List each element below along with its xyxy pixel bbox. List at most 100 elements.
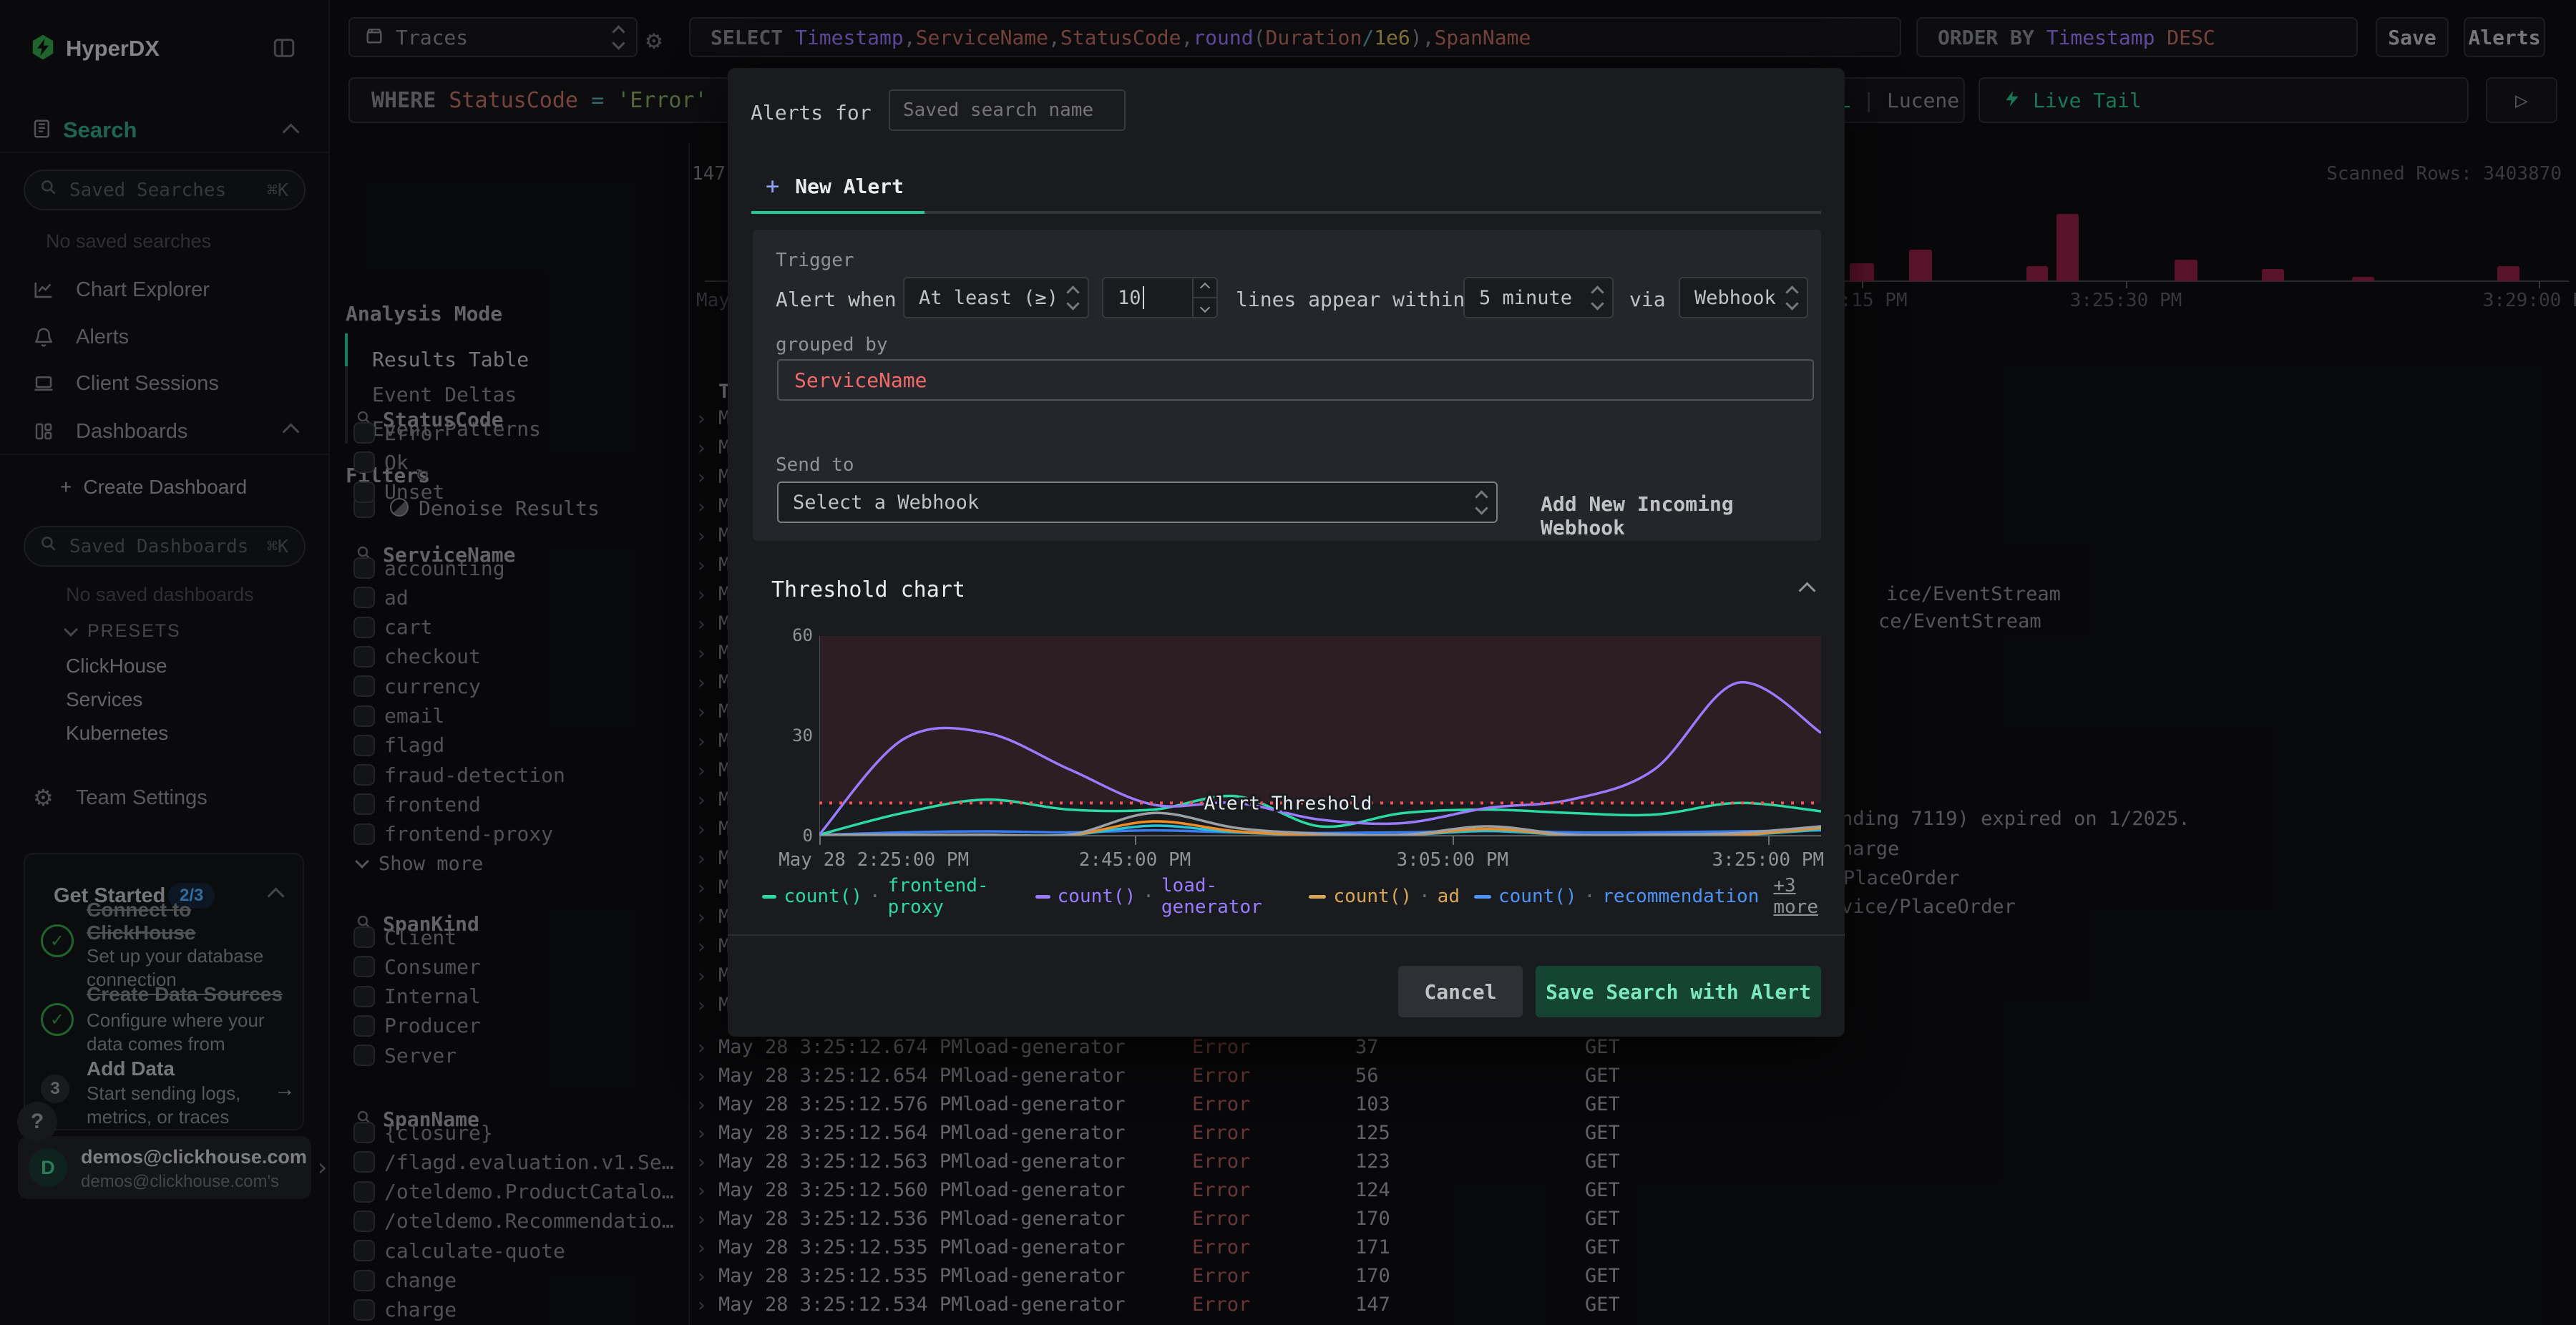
row-expand-chevron[interactable]: › bbox=[696, 1151, 708, 1173]
step-title[interactable]: Add Data bbox=[87, 1057, 175, 1080]
row-expand-chevron[interactable]: › bbox=[696, 965, 708, 987]
filter-option-accounting[interactable]: accounting bbox=[384, 556, 505, 580]
add-webhook-button[interactable]: Add New Incoming Webhook bbox=[1541, 492, 1734, 539]
filter-checkbox-frontend[interactable] bbox=[353, 793, 375, 816]
filter-option-Ok[interactable]: Ok bbox=[384, 450, 409, 474]
row-expand-chevron[interactable]: › bbox=[696, 760, 708, 782]
filter-checkbox-change[interactable] bbox=[353, 1269, 375, 1291]
filter-option-Producer[interactable]: Producer bbox=[384, 1014, 481, 1038]
filter-checkbox-/oteldemo.ProductCatalo…[interactable] bbox=[353, 1180, 375, 1203]
save-button[interactable]: Save bbox=[2376, 17, 2449, 57]
filter-checkbox-ad[interactable] bbox=[353, 587, 375, 609]
step-title[interactable]: Connect to ClickHouse bbox=[87, 899, 196, 944]
filter-option-checkout[interactable]: checkout bbox=[384, 645, 481, 669]
help-button[interactable]: ? bbox=[17, 1102, 57, 1142]
row-expand-chevron[interactable]: › bbox=[696, 848, 708, 870]
filter-checkbox-cart[interactable] bbox=[353, 616, 375, 638]
live-tail-button[interactable]: Live Tail bbox=[1979, 77, 2469, 123]
sidebar-item-search[interactable]: Search bbox=[63, 117, 137, 142]
filter-option-frontend-proxy[interactable]: frontend-proxy bbox=[384, 822, 554, 846]
row-expand-chevron[interactable]: › bbox=[696, 1180, 708, 1202]
legend-item-recommendation[interactable]: count() · recommendation bbox=[1473, 886, 1759, 907]
filter-option-cart[interactable]: cart bbox=[384, 615, 433, 640]
filter-checkbox-Internal[interactable] bbox=[353, 985, 375, 1007]
cancel-button[interactable]: Cancel bbox=[1398, 966, 1523, 1017]
saved-searches-input[interactable]: ⌘K bbox=[24, 170, 306, 210]
filter-option-{closure}[interactable]: {closure} bbox=[384, 1120, 493, 1145]
filter-checkbox-charge[interactable] bbox=[353, 1299, 375, 1321]
filter-option-/flagd.evaluation.v1.Se…[interactable]: /flagd.evaluation.v1.Se… bbox=[384, 1150, 674, 1174]
filter-checkbox-{closure}[interactable] bbox=[353, 1122, 375, 1143]
filter-option-email[interactable]: email bbox=[384, 704, 445, 728]
row-expand-chevron[interactable]: › bbox=[696, 818, 708, 841]
interval-select[interactable]: 5 minute bbox=[1463, 277, 1614, 318]
table-row[interactable]: › May 28 3:25:12.535 PM load-generator Erro… bbox=[689, 1236, 2576, 1264]
row-expand-chevron[interactable]: › bbox=[696, 1094, 708, 1116]
filter-option-fraud-detection[interactable]: fraud-detection bbox=[384, 763, 565, 787]
row-expand-chevron[interactable]: › bbox=[696, 1237, 708, 1259]
show-more-button[interactable]: Show more bbox=[355, 849, 483, 878]
filter-option-frontend[interactable]: frontend bbox=[384, 792, 481, 816]
chevron-right-icon[interactable]: › bbox=[315, 1153, 330, 1182]
filter-checkbox-Client[interactable] bbox=[353, 926, 375, 948]
legend-item-ad[interactable]: count() · ad bbox=[1309, 886, 1460, 907]
filter-option-Consumer[interactable]: Consumer bbox=[384, 954, 481, 979]
presets-toggle[interactable]: PRESETS bbox=[64, 621, 181, 642]
filter-checkbox-/oteldemo.Recommendatio…[interactable] bbox=[353, 1210, 375, 1232]
refresh-icon[interactable]: ↻ bbox=[416, 461, 429, 486]
saved-dashboards-input[interactable]: ⌘K bbox=[24, 526, 306, 567]
user-menu[interactable]: D demos@clickhouse.com demos@clickhouse.… bbox=[18, 1136, 311, 1199]
preset-services[interactable]: Services bbox=[66, 688, 143, 710]
legend-item-load-generator[interactable]: count() · load-generator bbox=[1035, 875, 1294, 918]
filter-option-change[interactable]: change bbox=[384, 1268, 457, 1292]
row-expand-chevron[interactable]: › bbox=[696, 437, 708, 459]
filter-checkbox-Unset[interactable] bbox=[353, 481, 375, 503]
tab-event-patterns[interactable]: Event Patterns bbox=[372, 417, 542, 441]
row-expand-chevron[interactable]: › bbox=[696, 1266, 708, 1288]
channel-select[interactable]: Webhook bbox=[1679, 277, 1808, 318]
row-expand-chevron[interactable]: › bbox=[696, 730, 708, 753]
filter-checkbox-flagd[interactable] bbox=[353, 734, 375, 756]
table-row[interactable]: › May 28 3:25:12.560 PM load-generator Erro… bbox=[689, 1178, 2576, 1207]
table-row[interactable]: › May 28 3:25:12.674 PM load-generator Erro… bbox=[689, 1035, 2576, 1064]
row-expand-chevron[interactable]: › bbox=[696, 906, 708, 929]
number-spinner[interactable] bbox=[1192, 278, 1216, 317]
row-expand-chevron[interactable]: › bbox=[696, 1037, 708, 1059]
source-select[interactable]: Traces bbox=[348, 17, 638, 57]
order-by-input[interactable]: ORDER BY Timestamp DESC bbox=[1916, 17, 2358, 57]
legend-item-frontend-proxy[interactable]: count() · frontend-proxy bbox=[762, 875, 1021, 918]
saved-search-name-input[interactable] bbox=[889, 89, 1126, 131]
filter-option-/oteldemo.ProductCatalo…[interactable]: /oteldemo.ProductCatalo… bbox=[384, 1180, 674, 1204]
filter-checkbox-fraud-detection[interactable] bbox=[353, 764, 375, 786]
alerts-button[interactable]: Alerts bbox=[2464, 17, 2545, 57]
filter-option-ad[interactable]: ad bbox=[384, 585, 409, 610]
row-expand-chevron[interactable]: › bbox=[696, 701, 708, 723]
row-expand-chevron[interactable]: › bbox=[696, 936, 708, 958]
row-expand-chevron[interactable]: › bbox=[696, 1294, 708, 1316]
legend-more-button[interactable]: +3 more bbox=[1773, 875, 1818, 918]
group-by-input[interactable]: ServiceName bbox=[777, 359, 1814, 401]
row-expand-chevron[interactable]: › bbox=[696, 496, 708, 518]
table-row[interactable]: › May 28 3:25:12.576 PM load-generator Erro… bbox=[689, 1092, 2576, 1121]
row-expand-chevron[interactable]: › bbox=[696, 466, 708, 489]
comparator-select[interactable]: At least (≥) bbox=[903, 277, 1089, 318]
table-row[interactable]: › May 28 3:25:12.535 PM load-generator Erro… bbox=[689, 1264, 2576, 1293]
row-expand-chevron[interactable]: › bbox=[696, 642, 708, 665]
table-row[interactable]: › May 28 3:25:12.563 PM load-generator Erro… bbox=[689, 1150, 2576, 1178]
filter-option-Client[interactable]: Client bbox=[384, 925, 457, 949]
arrow-right-icon[interactable]: → bbox=[274, 1077, 296, 1101]
filter-checkbox-currency[interactable] bbox=[353, 675, 375, 698]
tab-results-table[interactable]: Results Table bbox=[372, 348, 530, 371]
row-expand-chevron[interactable]: › bbox=[696, 1208, 708, 1231]
select-query-input[interactable]: SELECT Timestamp, ServiceName, StatusCode,… bbox=[689, 17, 1901, 57]
saved-dashboards-field[interactable] bbox=[68, 534, 267, 558]
filter-checkbox-frontend-proxy[interactable] bbox=[353, 823, 375, 845]
filter-checkbox-calculate-quote[interactable] bbox=[353, 1240, 375, 1262]
row-expand-chevron[interactable]: › bbox=[696, 877, 708, 899]
row-expand-chevron[interactable]: › bbox=[696, 408, 708, 430]
filter-checkbox-Ok[interactable] bbox=[353, 451, 375, 474]
filter-option-Internal[interactable]: Internal bbox=[384, 984, 481, 1009]
threshold-value-input[interactable]: 10 bbox=[1102, 277, 1218, 318]
source-settings-gear-icon[interactable]: ⚙ bbox=[646, 26, 662, 55]
filter-option-flagd[interactable]: flagd bbox=[384, 733, 445, 758]
